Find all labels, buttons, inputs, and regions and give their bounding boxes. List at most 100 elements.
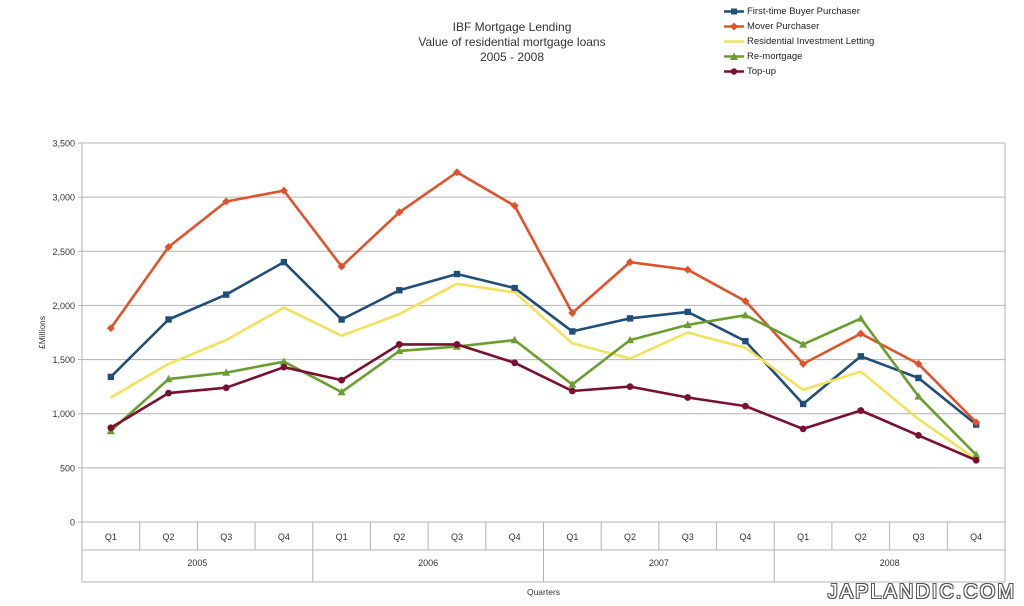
data-point xyxy=(799,400,807,408)
data-point xyxy=(741,297,750,306)
data-point xyxy=(684,394,692,401)
data-point xyxy=(972,418,981,427)
plot-area xyxy=(81,142,1006,523)
data-point xyxy=(856,314,865,322)
data-point xyxy=(683,320,692,329)
data-point xyxy=(626,315,634,322)
data-point xyxy=(511,359,519,367)
data-point xyxy=(568,309,577,318)
data-point xyxy=(684,308,691,316)
x-tick-label: Q4 xyxy=(509,532,521,542)
series-line-2 xyxy=(109,170,978,424)
data-point xyxy=(799,359,808,368)
data-point xyxy=(395,208,404,217)
data-point xyxy=(799,340,808,348)
legend-swatch-square-icon xyxy=(724,8,744,15)
x-year-label: 2006 xyxy=(418,558,438,568)
data-point xyxy=(914,359,923,368)
data-point xyxy=(856,329,865,338)
legend-swatch-circle-icon xyxy=(724,68,744,75)
series-line-5 xyxy=(110,343,977,462)
data-point xyxy=(337,262,346,271)
x-axis-title: Quarters xyxy=(527,587,560,597)
data-point xyxy=(568,380,577,388)
x-tick-label: Q3 xyxy=(220,532,232,542)
x-tick-label: Q1 xyxy=(105,532,117,542)
data-point xyxy=(741,310,750,319)
data-point xyxy=(972,456,980,464)
y-tick-label: 0 xyxy=(70,518,75,528)
data-point xyxy=(568,387,576,395)
data-point xyxy=(396,287,403,294)
legend-swatch-triangle-icon xyxy=(724,52,744,60)
data-point xyxy=(799,425,807,433)
data-point xyxy=(106,324,115,333)
data-point xyxy=(510,201,519,210)
data-point xyxy=(972,450,981,459)
y-tick-label: 2,000 xyxy=(52,301,75,311)
data-point xyxy=(395,341,403,348)
data-point xyxy=(280,363,288,371)
data-point xyxy=(279,186,288,195)
data-point xyxy=(164,242,173,251)
data-point xyxy=(569,328,576,335)
legend-label: Mover Purchaser xyxy=(747,21,820,32)
data-point xyxy=(337,387,346,396)
x-tick-label: Q1 xyxy=(566,532,578,542)
data-point xyxy=(338,376,345,384)
y-tick-label: 1,000 xyxy=(52,409,75,419)
data-point xyxy=(914,392,923,400)
data-point xyxy=(222,384,230,392)
x-tick-label: Q3 xyxy=(451,532,463,542)
chart-subtitle: Value of residential mortgage loans xyxy=(418,35,606,49)
data-point xyxy=(857,353,864,360)
x-tick-label: Q2 xyxy=(855,532,867,542)
chart-title: IBF Mortgage Lending xyxy=(452,20,572,34)
x-tick-label: Q1 xyxy=(797,532,809,542)
legend-label: First-time Buyer Purchaser xyxy=(747,6,860,17)
data-point xyxy=(107,424,115,432)
data-point xyxy=(222,197,231,206)
y-tick-label: 500 xyxy=(60,463,75,473)
legend-label: Top-up xyxy=(747,66,777,77)
data-point xyxy=(222,368,231,376)
data-point xyxy=(453,270,461,278)
legend-swatch-diamond-icon xyxy=(724,22,744,31)
data-point xyxy=(742,402,749,410)
series-line-4 xyxy=(109,313,978,456)
legend-label: Re-mortgage xyxy=(747,51,803,62)
data-point xyxy=(338,316,345,323)
x-tick-label: Q2 xyxy=(624,532,636,542)
legend-swatch-line-icon xyxy=(724,40,744,43)
x-tick-label: Q3 xyxy=(912,532,924,542)
x-tick-label: Q2 xyxy=(163,532,175,542)
x-tick-label: Q1 xyxy=(336,532,348,542)
chart-date-range: 2005 - 2008 xyxy=(479,50,545,64)
data-point xyxy=(279,357,288,365)
data-point xyxy=(164,374,173,383)
x-tick-label: Q4 xyxy=(970,532,982,542)
data-point xyxy=(452,168,461,177)
data-point xyxy=(915,431,922,439)
series-line-3 xyxy=(110,282,977,461)
data-point xyxy=(395,346,404,355)
data-point xyxy=(626,383,634,391)
x-year-label: 2005 xyxy=(187,558,207,568)
x-tick-label: Q2 xyxy=(393,532,405,542)
data-point xyxy=(742,337,749,345)
data-point xyxy=(683,265,692,274)
y-tick-label: 3,000 xyxy=(52,193,75,203)
x-tick-label: Q4 xyxy=(739,532,751,542)
x-year-label: 2008 xyxy=(880,558,900,568)
legend-label: Residential Investment Letting xyxy=(747,36,875,47)
data-point xyxy=(626,258,635,267)
y-tick-label: 3,500 xyxy=(52,139,75,149)
data-point xyxy=(223,291,230,298)
data-point xyxy=(511,284,518,292)
y-tick-label: 1,500 xyxy=(52,355,75,365)
data-point xyxy=(915,374,922,382)
data-point xyxy=(857,407,865,414)
data-point xyxy=(165,316,172,323)
x-year-label: 2007 xyxy=(649,558,669,568)
